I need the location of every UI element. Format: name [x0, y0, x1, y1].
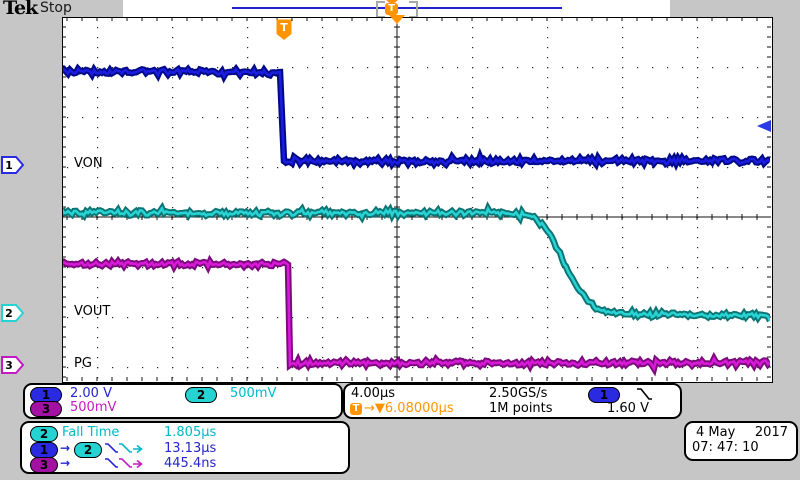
- ch3-badge: 3: [30, 401, 62, 417]
- trigger-flag-letter: T: [280, 21, 288, 34]
- measurements-box[interactable]: 2 Fall Time 1.805µs 1 → 2 13.13µs 3 → 44…: [20, 421, 350, 474]
- ch2-badge: 2: [185, 387, 217, 403]
- timebase-readout: 4.00µs: [351, 386, 395, 401]
- record-trigger-arrow-icon: [386, 0, 398, 5]
- trigger-level-arrow-icon[interactable]: [757, 120, 771, 132]
- trigger-position-flag[interactable]: T: [276, 19, 292, 41]
- trigger-level-readout: 1.60 V: [607, 401, 649, 416]
- time-readout: 07: 47: 10: [692, 440, 759, 455]
- meas3-source2-badge-row: 3: [30, 457, 58, 473]
- date-year: 2017: [754, 425, 788, 440]
- meas2-source2-badge: 2: [74, 442, 102, 458]
- channel3-waveform-label: PG: [74, 356, 92, 371]
- meas2-source1-badge: 1: [30, 442, 58, 458]
- meas2-arrow: →: [60, 441, 71, 455]
- vertical-scale-readout-box[interactable]: 1 2.00 V 2 500mV 3 500mV: [23, 383, 343, 419]
- channel1-marker-number: 1: [5, 159, 13, 172]
- expansion-point-marker-icon[interactable]: [389, 15, 405, 24]
- graticule: [62, 17, 773, 383]
- tek-logo: Tek: [3, 0, 38, 19]
- record-window-bracket-left[interactable]: [376, 1, 385, 18]
- channel3-marker-number: 3: [5, 359, 13, 372]
- trigger-delay-readout: →▼6.08000µs: [364, 401, 454, 416]
- channel3-ground-marker[interactable]: 3: [1, 356, 25, 374]
- meas3-fall-to-fall-icon: [105, 458, 143, 469]
- horizontal-trigger-readout-box[interactable]: 4.00µs 2.50GS/s 1 T →▼6.08000µs 1M point…: [343, 383, 682, 419]
- acquisition-status: Stop: [40, 0, 72, 16]
- channel1-waveform-label: VON: [74, 156, 103, 171]
- meas3-value: 445.4ns: [164, 456, 217, 471]
- date-day-month: 4 May: [696, 425, 736, 440]
- trigger-delay-badge-icon: T: [350, 403, 362, 415]
- trigger-slope-falling-icon: [637, 388, 652, 400]
- channel2-marker-number: 2: [5, 307, 13, 320]
- record-length-readout: 1M points: [489, 401, 553, 416]
- ch3-scale: 500mV: [70, 400, 117, 415]
- meas1-source-badge: 2: [30, 426, 58, 442]
- trigger-source-badge: 1: [588, 387, 620, 403]
- ch1-scale: 2.00 V: [70, 386, 112, 401]
- meas1-value: 1.805µs: [164, 425, 217, 440]
- channel2-ground-marker[interactable]: 2: [1, 304, 25, 322]
- channel2-waveform-label: VOUT: [74, 304, 111, 319]
- meas2-fall-to-fall-icon: [105, 443, 143, 454]
- record-window-bracket-right[interactable]: [409, 1, 418, 18]
- datetime-box: 4 May 2017 07: 47: 10: [684, 421, 798, 461]
- record-trigger-badge-icon[interactable]: T: [385, 3, 398, 15]
- meas2-value: 13.13µs: [164, 441, 217, 456]
- channel1-ground-marker[interactable]: 1: [1, 156, 25, 174]
- meas3-arrow: →: [60, 456, 71, 470]
- ch2-scale: 500mV: [230, 386, 277, 401]
- sample-rate-readout: 2.50GS/s: [489, 386, 548, 401]
- meas1-label: Fall Time: [62, 425, 120, 440]
